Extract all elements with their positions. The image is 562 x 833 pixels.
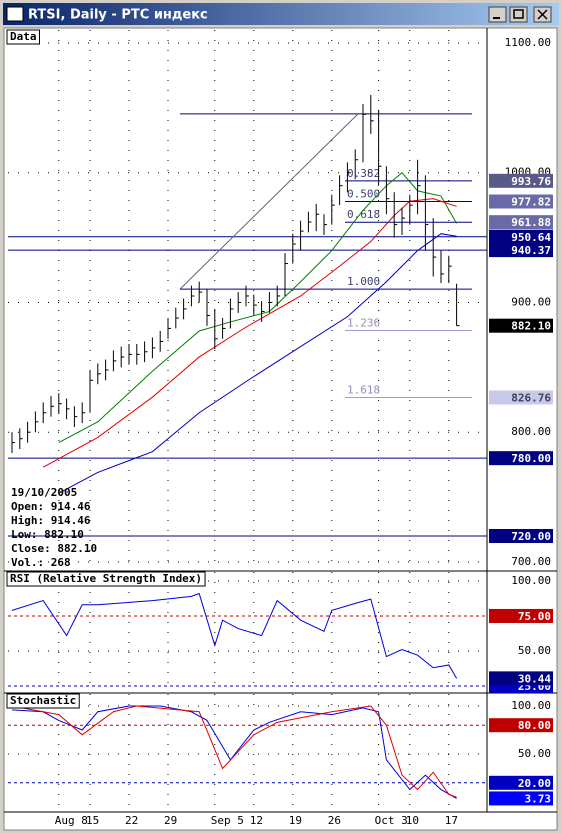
minimize-button[interactable] — [488, 6, 507, 23]
indicator-line — [11, 592, 458, 679]
moving-average — [58, 172, 458, 444]
app-icon — [6, 6, 24, 22]
value-box-label: 30.44 — [518, 672, 551, 685]
value-box-label: 780.00 — [511, 452, 551, 465]
y-tick-label: 1100.00 — [505, 36, 551, 49]
y-tick-label: 50.00 — [518, 747, 551, 760]
x-tick-label: Sep 5 — [211, 814, 244, 827]
x-tick-label: 12 — [250, 814, 263, 827]
info-text: High: 914.46 — [11, 514, 91, 527]
x-tick-label: 19 — [289, 814, 302, 827]
panel-title: Data — [10, 30, 37, 43]
value-box-label: 950.64 — [511, 231, 551, 244]
x-tick-label: 22 — [125, 814, 138, 827]
x-tick-label: 15 — [86, 814, 99, 827]
fib-label: 1.000 — [347, 275, 380, 288]
window-buttons[interactable] — [488, 6, 552, 23]
value-box-label: 882.10 — [511, 320, 551, 333]
y-tick-label: 100.00 — [511, 699, 551, 712]
value-box — [489, 718, 553, 733]
chart-area — [3, 27, 558, 831]
y-tick-label: 900.00 — [511, 295, 551, 308]
trend-line — [179, 113, 359, 290]
y-tick-label: 50.00 — [518, 644, 551, 657]
indicator-line — [11, 705, 457, 799]
panel-title-box — [6, 29, 40, 45]
panel-title-box — [6, 693, 80, 709]
x-tick-label: 29 — [164, 814, 177, 827]
fib-label: 0.382 — [347, 167, 380, 180]
value-box-label: 940.37 — [511, 244, 551, 257]
value-box — [489, 451, 553, 466]
indicator-line — [11, 705, 457, 798]
x-tick-label: 17 — [445, 814, 458, 827]
maximize-icon — [513, 9, 524, 19]
info-text: Vol.: 268 — [11, 556, 71, 569]
close-icon — [537, 9, 548, 20]
value-box — [489, 318, 553, 333]
fib-label: 1.618 — [347, 383, 380, 396]
value-box-label: 977.82 — [511, 195, 551, 208]
info-text: 19/10/2005 — [11, 486, 77, 499]
x-tick-label: 26 — [328, 814, 341, 827]
y-tick-label: 700.00 — [511, 555, 551, 568]
x-tick-label: Oct 3 — [375, 814, 408, 827]
value-box-label: 961.88 — [511, 216, 551, 229]
value-box-label: 826.76 — [511, 391, 551, 404]
value-box — [489, 529, 553, 544]
panel-title: Stochastic — [10, 694, 76, 707]
value-box-label: 75.00 — [518, 610, 551, 623]
value-box-label: 80.00 — [518, 719, 551, 732]
fib-label: 0.618 — [347, 208, 380, 221]
value-box — [489, 775, 553, 790]
value-box — [489, 173, 553, 188]
x-tick-label: Aug 8 — [55, 814, 88, 827]
value-box-label: 993.76 — [511, 175, 551, 188]
info-text: Open: 914.46 — [11, 500, 91, 513]
info-text: Low: 882.10 — [11, 528, 84, 541]
y-tick-label: 100.00 — [511, 574, 551, 587]
value-box — [489, 215, 553, 230]
value-box — [489, 390, 553, 405]
x-tick-label: 10 — [406, 814, 419, 827]
panel-title: RSI (Relative Strength Index) — [10, 572, 202, 585]
value-box-label: 20.00 — [518, 777, 551, 790]
panel-title-box — [6, 571, 206, 587]
value-box — [489, 243, 553, 258]
info-text: Close: 882.10 — [11, 542, 97, 555]
fib-label: 1.236 — [347, 317, 380, 330]
value-box-label: 720.00 — [511, 530, 551, 543]
value-box — [489, 229, 553, 244]
window-title: RTSI, Daily - РТС индекс — [28, 8, 208, 23]
value-box — [489, 791, 553, 806]
title-bar — [3, 3, 559, 25]
fib-label: 0.500 — [347, 188, 380, 201]
moving-average — [42, 198, 457, 468]
value-box-label: 3.73 — [525, 792, 552, 805]
value-box — [489, 194, 553, 209]
value-box — [489, 671, 553, 686]
y-tick-label: 800.00 — [511, 425, 551, 438]
value-box — [489, 608, 553, 623]
